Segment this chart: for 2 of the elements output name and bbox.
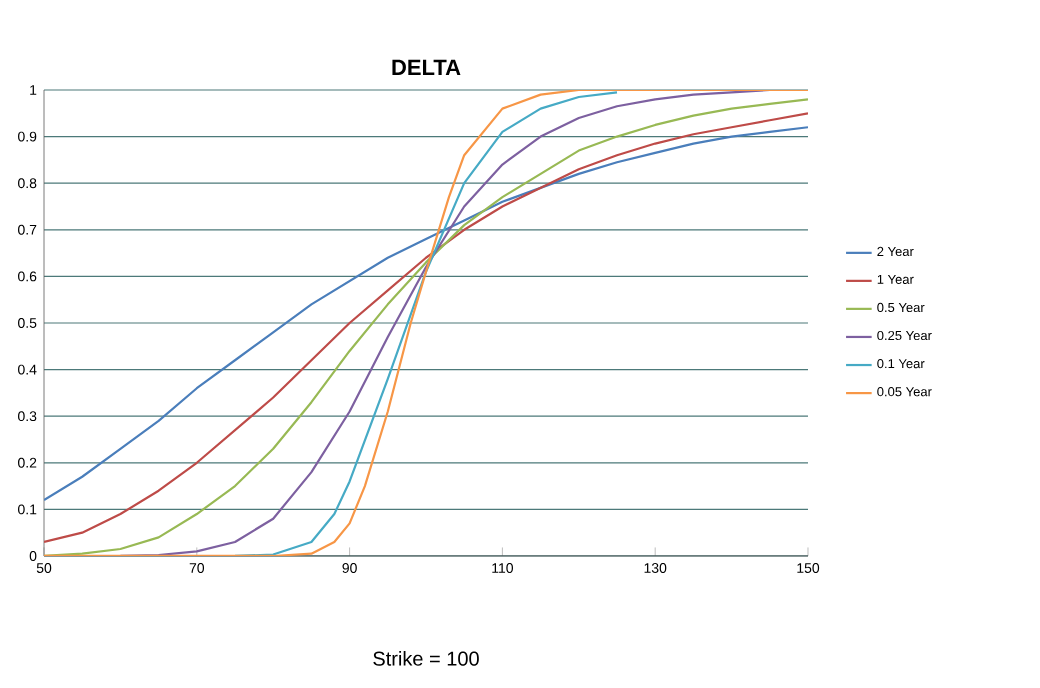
chart-title: DELTA [392, 59, 461, 75]
text: Strike = 100 [373, 651, 479, 666]
